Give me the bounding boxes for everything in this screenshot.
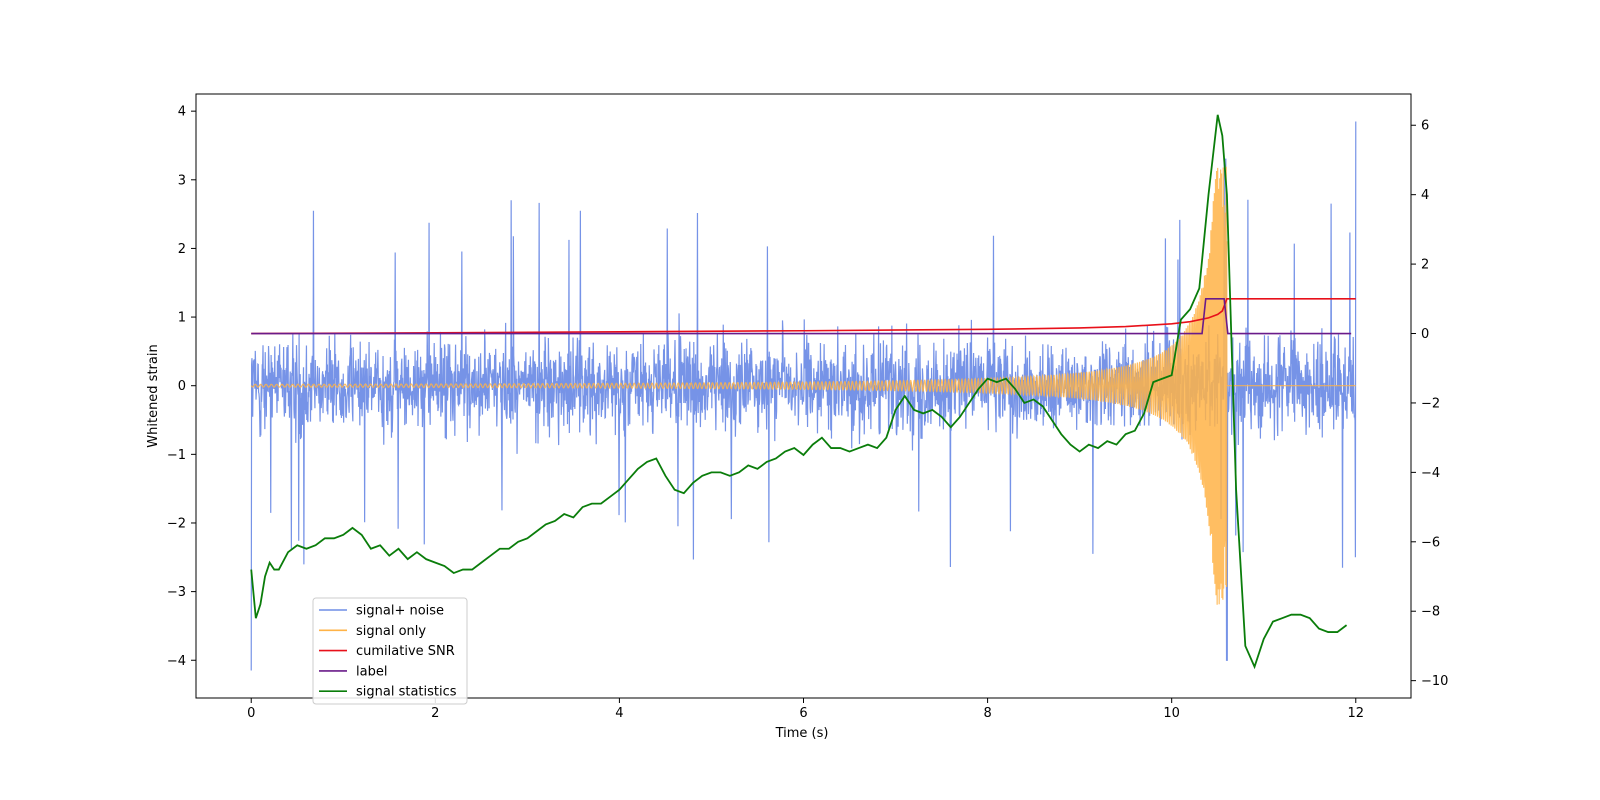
y2-tick-label: 0 <box>1421 327 1429 342</box>
x-axis-ticks: 0 2 4 6 8 10 12 <box>247 698 1364 721</box>
y-tick-label: −4 <box>167 654 186 669</box>
y-axis-ticks: −4 −3 −2 −1 0 1 2 3 4 <box>167 105 196 669</box>
y-tick-label: 2 <box>178 242 186 257</box>
y2-tick-label: −6 <box>1421 535 1440 550</box>
y2-tick-label: 6 <box>1421 119 1429 134</box>
legend-entry-label: cumilative SNR <box>356 644 455 659</box>
y-tick-label: 4 <box>178 105 186 120</box>
series-label-line <box>251 298 1352 335</box>
y2-tick-label: −2 <box>1421 396 1440 411</box>
legend-box <box>312 597 468 705</box>
x-tick-label: 8 <box>983 706 991 721</box>
y-tick-label: −1 <box>167 448 186 463</box>
series-signal-statistics-line <box>250 114 1348 670</box>
legend-entry-label: signal only <box>356 624 426 639</box>
x-tick-label: 4 <box>615 706 623 721</box>
y-tick-label: −3 <box>167 585 186 600</box>
legend: signal+ noise signal only cumilative SNR la… <box>312 597 468 705</box>
y-tick-label: 1 <box>178 311 186 326</box>
legend-entry-label: signal+ noise <box>356 604 444 619</box>
y2-tick-label: 2 <box>1421 258 1429 273</box>
x-tick-label: 6 <box>799 706 807 721</box>
y2-axis-ticks: −10 −8 −6 −4 −2 0 2 4 6 <box>1411 119 1448 689</box>
x-axis-label: Time (s) <box>775 726 829 741</box>
y2-tick-label: −4 <box>1421 466 1440 481</box>
y-tick-label: −2 <box>167 516 186 531</box>
x-tick-label: 10 <box>1163 706 1180 721</box>
x-tick-label: 2 <box>431 706 439 721</box>
y-tick-label: 3 <box>178 173 186 188</box>
y2-tick-label: −10 <box>1421 674 1448 689</box>
y2-tick-label: −8 <box>1421 605 1440 620</box>
x-tick-label: 0 <box>247 706 255 721</box>
series-layer <box>250 114 1357 671</box>
legend-entry-label: label <box>356 664 387 679</box>
y-tick-label: 0 <box>178 379 186 394</box>
series-signal-only-line <box>250 166 1356 605</box>
y2-tick-label: 4 <box>1421 188 1429 203</box>
x-tick-label: 12 <box>1347 706 1364 721</box>
legend-entry-label: signal statistics <box>356 685 457 700</box>
y-axis-label: Whitened strain <box>146 344 161 447</box>
